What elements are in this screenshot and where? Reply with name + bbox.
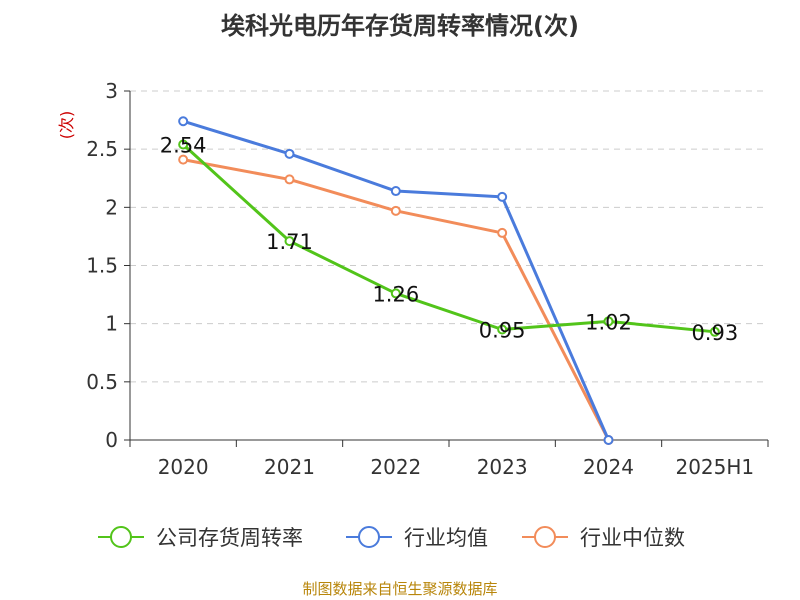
y-tick-label: 0 [105, 428, 118, 452]
y-axis-label: (次) [57, 111, 76, 140]
series-layer [178, 116, 720, 445]
grid-lines [130, 90, 768, 383]
y-tick-label: 1.5 [86, 254, 118, 278]
data-point [284, 148, 295, 159]
legend-label: 行业中位数 [580, 526, 685, 550]
data-label: 1.26 [372, 282, 419, 306]
data-label: 1.02 [585, 310, 632, 334]
data-point [497, 324, 508, 335]
y-tick-label: 0.5 [86, 370, 118, 394]
data-point [390, 288, 401, 299]
y-tick-label: 2.5 [86, 137, 118, 161]
chart-title: 埃科光电历年存货周转率情况(次) [221, 12, 579, 40]
y-axis: 0 0.5 1 1.5 2 2.5 3 (次) [57, 79, 131, 452]
data-label: 2.54 [160, 134, 207, 158]
series-line-1 [182, 119, 610, 441]
data-point [178, 116, 189, 127]
data-point [178, 154, 189, 165]
x-tick-label: 2022 [370, 455, 421, 479]
y-tick-label: 1 [105, 312, 118, 336]
data-point [603, 316, 614, 327]
data-label: 1.71 [266, 230, 313, 254]
data-labels: 2.54 1.71 1.26 0.95 1.02 0.93 [160, 134, 738, 345]
legend-marker [110, 526, 132, 548]
legend: 公司存货周转率 行业均值 行业中位数 [98, 526, 685, 550]
data-label: 0.95 [479, 318, 526, 342]
data-point [178, 139, 189, 150]
source-note: 制图数据来自恒生聚源数据库 [302, 580, 498, 598]
x-tick-label: 2023 [477, 455, 528, 479]
x-axis: 2020 2021 2022 2023 2024 2025H1 [129, 439, 769, 479]
data-point [390, 205, 401, 216]
legend-marker [534, 526, 556, 548]
data-point [709, 326, 720, 337]
data-point [284, 174, 295, 185]
legend-label: 行业均值 [404, 526, 488, 550]
series-line-0 [182, 143, 715, 334]
data-point [497, 191, 508, 202]
x-tick-label: 2025H1 [675, 455, 754, 479]
legend-marker [358, 526, 380, 548]
y-tick-label: 3 [105, 79, 118, 103]
data-point [284, 236, 295, 247]
data-point [603, 435, 614, 445]
x-tick-label: 2020 [158, 455, 209, 479]
x-tick-label: 2024 [583, 455, 634, 479]
x-tick-label: 2021 [264, 455, 315, 479]
data-point [497, 227, 508, 238]
legend-label: 公司存货周转率 [156, 526, 303, 550]
data-label: 0.93 [691, 321, 738, 345]
data-point [390, 186, 401, 197]
y-tick-label: 2 [105, 195, 118, 219]
